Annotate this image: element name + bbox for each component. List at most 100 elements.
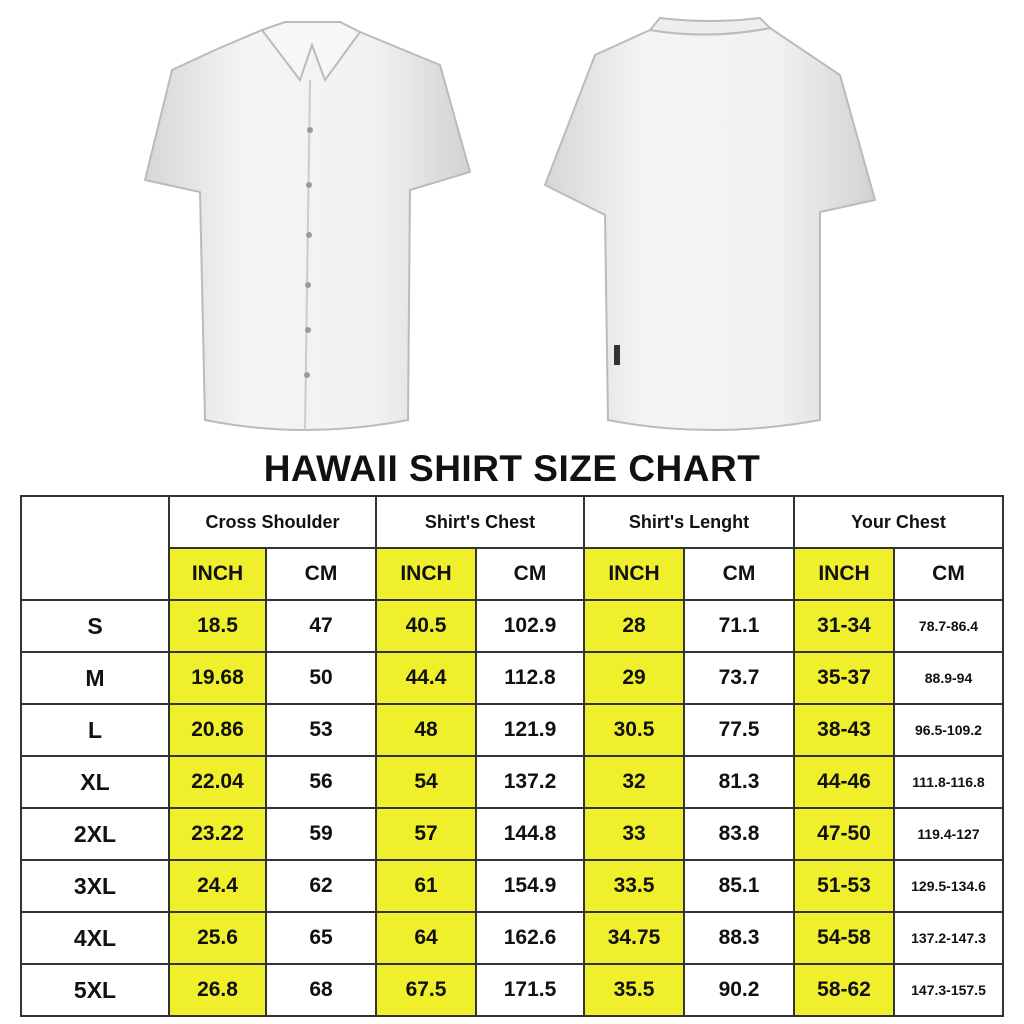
- table-cell: 137.2: [475, 755, 585, 809]
- unit-header: CM: [893, 547, 1004, 601]
- table-cell: 137.2-147.3: [893, 911, 1004, 965]
- table-cell: 33.5: [583, 859, 685, 913]
- table-cell: 22.04: [168, 755, 267, 809]
- table-cell: 171.5: [475, 963, 585, 1017]
- table-cell: 88.3: [683, 911, 795, 965]
- table-cell: 54: [375, 755, 477, 809]
- unit-header: INCH: [168, 547, 267, 601]
- table-cell: 50: [265, 651, 377, 705]
- header-row-groups: Cross Shoulder Shirt's Chest Shirt's Lengh…: [20, 495, 1004, 601]
- table-cell: 38-43: [793, 703, 895, 757]
- table-cell: 78.7-86.4: [893, 599, 1004, 653]
- table-cell: 154.9: [475, 859, 585, 913]
- unit-header: INCH: [375, 547, 477, 601]
- table-cell: 33: [583, 807, 685, 861]
- table-cell: 88.9-94: [893, 651, 1004, 705]
- table-cell: 64: [375, 911, 477, 965]
- unit-header: CM: [475, 547, 585, 601]
- table-cell: 73.7: [683, 651, 795, 705]
- table-cell: 35-37: [793, 651, 895, 705]
- table-cell: 65: [265, 911, 377, 965]
- table-row: L 20.86 53 48 121.9 30.5 77.5 38-43 96.5-109.2: [20, 703, 1004, 757]
- shirt-front-image: [143, 21, 472, 431]
- table-cell: 44-46: [793, 755, 895, 809]
- table-cell: 47-50: [793, 807, 895, 861]
- table-cell: 54-58: [793, 911, 895, 965]
- table-cell: 90.2: [683, 963, 795, 1017]
- table-cell: 24.4: [168, 859, 267, 913]
- table-cell: 112.8: [475, 651, 585, 705]
- size-label: 3XL: [20, 859, 170, 913]
- size-chart-table: Cross Shoulder Shirt's Chest Shirt's Lengh…: [20, 495, 1004, 1017]
- table-cell: 47: [265, 599, 377, 653]
- table-cell: 35.5: [583, 963, 685, 1017]
- table-row: 5XL 26.8 68 67.5 171.5 35.5 90.2 58-62 147.3-157…: [20, 963, 1004, 1017]
- table-cell: 25.6: [168, 911, 267, 965]
- table-cell: 53: [265, 703, 377, 757]
- unit-header: CM: [683, 547, 795, 601]
- table-cell: 68: [265, 963, 377, 1017]
- table-cell: 83.8: [683, 807, 795, 861]
- table-cell: 31-34: [793, 599, 895, 653]
- page-title: HAWAII SHIRT SIZE CHART: [263, 448, 761, 489]
- column-group-header: Shirt's Chest: [375, 495, 585, 549]
- unit-header: CM: [265, 547, 377, 601]
- table-cell: 129.5-134.6: [893, 859, 1004, 913]
- table-cell: 102.9: [475, 599, 585, 653]
- unit-header: INCH: [583, 547, 685, 601]
- table-cell: 111.8-116.8: [893, 755, 1004, 809]
- table-cell: 48: [375, 703, 477, 757]
- table-row: 2XL 23.22 59 57 144.8 33 83.8 47-50 119.4-127: [20, 807, 1004, 861]
- table-cell: 29: [583, 651, 685, 705]
- table-cell: 85.1: [683, 859, 795, 913]
- table-cell: 121.9: [475, 703, 585, 757]
- table-cell: 61: [375, 859, 477, 913]
- table-cell: 96.5-109.2: [893, 703, 1004, 757]
- table-cell: 81.3: [683, 755, 795, 809]
- table-cell: 71.1: [683, 599, 795, 653]
- column-group-header: Shirt's Lenght: [583, 495, 795, 549]
- table-row: 4XL 25.6 65 64 162.6 34.75 88.3 54-58 137.2-147.…: [20, 911, 1004, 965]
- table-cell: 44.4: [375, 651, 477, 705]
- unit-header: INCH: [793, 547, 895, 601]
- size-label: M: [20, 651, 170, 705]
- size-label: L: [20, 703, 170, 757]
- table-cell: 62: [265, 859, 377, 913]
- size-label: S: [20, 599, 170, 653]
- table-cell: 18.5: [168, 599, 267, 653]
- table-cell: 19.68: [168, 651, 267, 705]
- table-cell: 57: [375, 807, 477, 861]
- shirt-images: [143, 16, 877, 431]
- table-cell: 28: [583, 599, 685, 653]
- table-cell: 26.8: [168, 963, 267, 1017]
- size-label: 5XL: [20, 963, 170, 1017]
- table-row: M 19.68 50 44.4 112.8 29 73.7 35-37 88.9-94: [20, 651, 1004, 705]
- table-cell: 32: [583, 755, 685, 809]
- table-cell: 40.5: [375, 599, 477, 653]
- table-cell: 59: [265, 807, 377, 861]
- table-cell: 34.75: [583, 911, 685, 965]
- table-cell: 77.5: [683, 703, 795, 757]
- corner-cell: [20, 495, 170, 601]
- header-row-units: INCH CM INCH CM INCH CM INCH CM: [21, 547, 1004, 601]
- table-row: XL 22.04 56 54 137.2 32 81.3 44-46 111.8-116.8: [20, 755, 1004, 809]
- column-group-header: Your Chest: [793, 495, 1004, 549]
- table-cell: 162.6: [475, 911, 585, 965]
- table-cell: 20.86: [168, 703, 267, 757]
- table-cell: 51-53: [793, 859, 895, 913]
- table-cell: 67.5: [375, 963, 477, 1017]
- table-row: S 18.5 47 40.5 102.9 28 71.1 31-34 78.7-86.4: [20, 599, 1004, 653]
- table-row: 3XL 24.4 62 61 154.9 33.5 85.1 51-53 129.5-134.6: [20, 859, 1004, 913]
- table-cell: 147.3-157.5: [893, 963, 1004, 1017]
- table-cell: 144.8: [475, 807, 585, 861]
- table-cell: 58-62: [793, 963, 895, 1017]
- table-cell: 23.22: [168, 807, 267, 861]
- shirt-back-image: [543, 16, 877, 431]
- size-label: XL: [20, 755, 170, 809]
- table-cell: 30.5: [583, 703, 685, 757]
- table-cell: 56: [265, 755, 377, 809]
- table-cell: 119.4-127: [893, 807, 1004, 861]
- size-label: 4XL: [20, 911, 170, 965]
- column-group-header: Cross Shoulder: [168, 495, 377, 549]
- size-label: 2XL: [20, 807, 170, 861]
